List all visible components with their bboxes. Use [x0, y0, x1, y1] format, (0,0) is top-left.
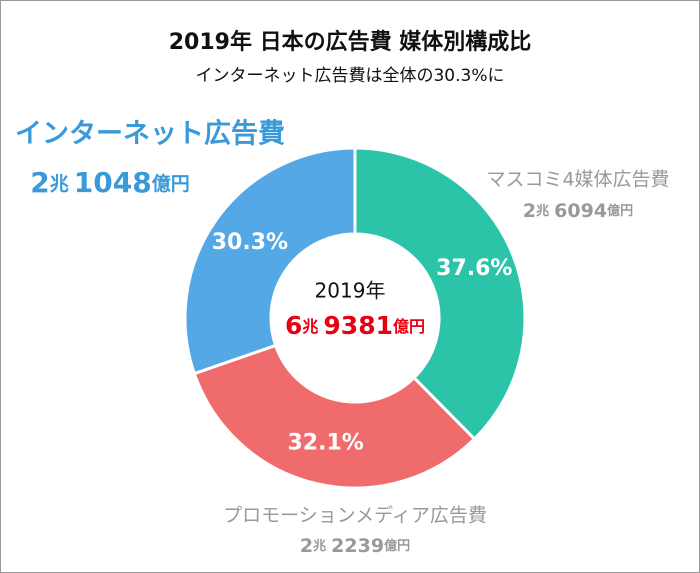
- amount-part: 兆: [302, 317, 318, 336]
- center-total: 6兆 9381億円: [285, 311, 425, 340]
- value-label: 30.3%: [212, 230, 288, 255]
- amount-part: 2: [30, 166, 49, 199]
- amount-part: 億円: [384, 538, 410, 554]
- slice: [192, 343, 477, 490]
- category-label: プロモーションメディア広告費: [223, 505, 487, 527]
- slice: [353, 146, 527, 442]
- amount-part: 9381: [323, 311, 393, 340]
- slice: [183, 146, 357, 376]
- amount-part: 2239: [331, 535, 384, 557]
- amount-part: 1048: [74, 166, 152, 199]
- amount-label: 2兆 6094億円: [523, 200, 633, 222]
- amount-part: 兆: [313, 538, 326, 554]
- amount-part: 6094: [554, 200, 607, 222]
- category-label: インターネット広告費: [15, 118, 285, 150]
- amount-part: 2: [300, 535, 313, 557]
- amount-part: 6: [285, 311, 302, 340]
- amount-label: 2兆 1048億円: [30, 166, 189, 199]
- amount-part: 兆: [536, 203, 549, 219]
- value-label: 37.6%: [436, 256, 512, 281]
- amount-part: 億円: [607, 203, 633, 219]
- amount-part: 億円: [393, 317, 425, 336]
- center-year: 2019年: [315, 279, 386, 303]
- category-label: マスコミ4媒体広告費: [486, 169, 669, 191]
- chart-subtitle: インターネット広告費は全体の30.3%に: [195, 66, 504, 86]
- amount-label: 2兆 2239億円: [300, 535, 410, 557]
- chart-title: 2019年 日本の広告費 媒体別構成比: [169, 29, 532, 55]
- amount-part: 兆: [50, 173, 69, 195]
- value-label: 32.1%: [288, 431, 364, 456]
- amount-part: 億円: [152, 172, 190, 195]
- amount-part: 2: [523, 200, 536, 222]
